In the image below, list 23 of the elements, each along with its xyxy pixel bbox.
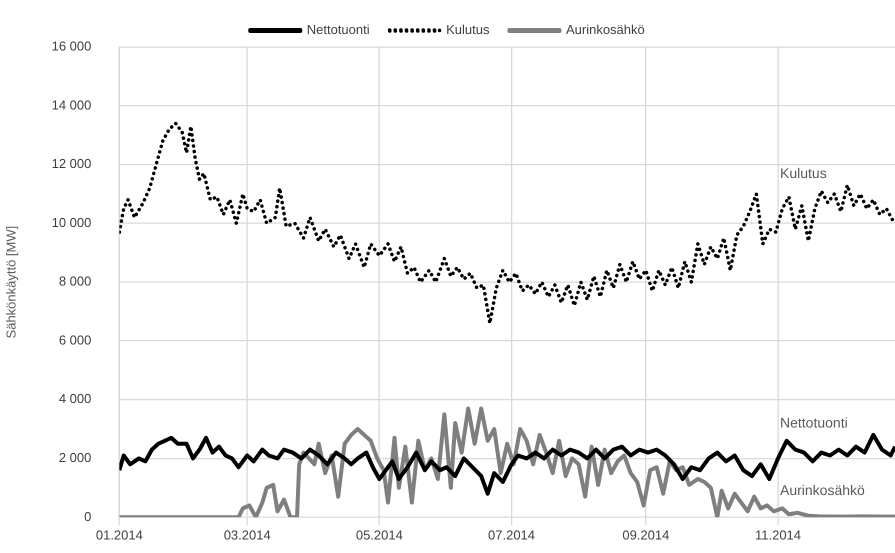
- legend-label: Kulutus: [446, 22, 490, 38]
- y-tick-label: 8 000: [58, 274, 92, 289]
- y-axis-title: Sähkönkäyttö [MW]: [3, 226, 18, 338]
- text: Aurinkosähkö: [780, 482, 865, 498]
- x-tick-label: 09.2014: [622, 528, 670, 543]
- y-tick-label: 2 000: [58, 450, 92, 466]
- text: Kulutus: [780, 164, 827, 181]
- y-tick-label: 12 000: [52, 156, 92, 172]
- y-tick-label: 14 000: [52, 97, 92, 112]
- x-tick-label: 03.2014: [224, 528, 271, 543]
- y-tick-label: 6 000: [58, 332, 92, 348]
- line-series: [119, 122, 895, 325]
- y-tick-label: 0: [84, 508, 92, 524]
- x-tick-label: 07.2014: [488, 528, 536, 543]
- legend-label: Nettotuonti: [306, 22, 370, 38]
- x-tick-label: 01.2014: [96, 528, 143, 543]
- text: Nettotuonti: [780, 414, 848, 431]
- y-tick-label: 10 000: [52, 214, 92, 230]
- legend-label: Aurinkosähkö: [566, 22, 645, 38]
- y-tick-label: 16 000: [52, 38, 92, 54]
- x-tick-label: 11.2014: [754, 528, 802, 543]
- y-tick-label: 4 000: [58, 391, 92, 406]
- x-tick-label: 05.2014: [356, 528, 403, 543]
